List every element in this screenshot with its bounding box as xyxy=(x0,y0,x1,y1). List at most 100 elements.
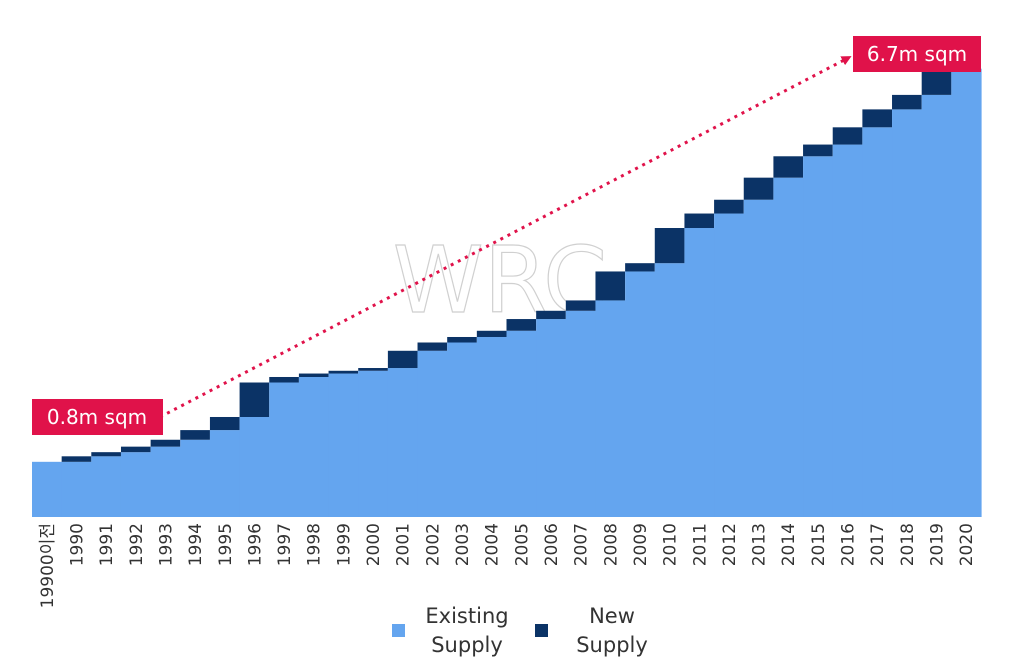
new-supply-bar xyxy=(328,370,359,374)
existing-supply-bar xyxy=(565,310,597,517)
x-tick-label: 2010 xyxy=(661,523,681,566)
x-tick-label: 2009 xyxy=(631,523,651,566)
x-tick-label: 2002 xyxy=(423,523,443,566)
legend-label-line2: Supply xyxy=(576,633,648,657)
new-supply-bar xyxy=(773,156,804,178)
x-tick-label: 2008 xyxy=(601,523,621,566)
existing-supply-bar xyxy=(61,461,92,517)
existing-supply-bar xyxy=(239,416,270,517)
existing-supply-bar xyxy=(625,271,656,517)
new-supply-bar xyxy=(714,199,744,214)
legend: Existing Supply New Supply xyxy=(392,604,648,657)
growth-arrow xyxy=(159,56,852,419)
new-supply-bar xyxy=(862,109,893,128)
existing-supply-bar xyxy=(91,456,122,517)
existing-supply-bar xyxy=(714,213,745,517)
existing-supply-bar xyxy=(447,342,478,517)
start-callout-label: 0.8m sqm xyxy=(47,405,147,429)
x-tick-label: 1990 xyxy=(67,523,87,566)
new-supply-bar xyxy=(91,452,121,457)
new-supply-bar xyxy=(417,342,448,351)
x-tick-label: 2011 xyxy=(690,523,710,566)
x-tick-label: 2012 xyxy=(720,523,740,566)
x-tick-label: 1991 xyxy=(97,523,117,566)
existing-supply-bar xyxy=(773,177,804,517)
new-supply-bar xyxy=(743,177,774,200)
x-tick-label: 2007 xyxy=(572,523,592,566)
x-tick-label: 2016 xyxy=(839,523,859,566)
new-supply-bar xyxy=(565,300,596,311)
end-callout-label: 6.7m sqm xyxy=(867,42,967,66)
new-supply-bar xyxy=(269,376,299,383)
new-supply-bar xyxy=(239,382,270,417)
new-supply-bar xyxy=(180,430,210,440)
new-supply-bar xyxy=(536,310,566,320)
start-callout-box xyxy=(32,399,163,435)
x-tick-label: 19900이전 xyxy=(38,523,58,608)
chart-plot-area xyxy=(32,54,982,518)
new-supply-bar xyxy=(684,213,715,229)
new-supply-bar xyxy=(832,127,863,145)
existing-supply-bar xyxy=(951,68,982,517)
existing-supply-bar xyxy=(417,350,448,517)
x-tick-label: 1993 xyxy=(156,523,176,566)
new-supply-bar xyxy=(892,94,922,110)
x-tick-label: 1999 xyxy=(334,523,354,566)
x-tick-label: 2006 xyxy=(542,523,562,566)
new-supply-bar xyxy=(595,271,626,301)
existing-supply-bar xyxy=(684,228,715,517)
existing-supply-bar xyxy=(803,156,834,517)
legend-label-line1: New xyxy=(589,604,635,628)
x-tick-label: 2003 xyxy=(453,523,473,566)
existing-supply-bar xyxy=(654,263,686,517)
existing-supply-bar xyxy=(180,439,211,517)
x-tick-label: 2013 xyxy=(750,523,770,566)
x-tick-label: 2015 xyxy=(809,523,829,566)
legend-swatch xyxy=(392,624,405,637)
existing-supply-bar xyxy=(476,336,508,517)
existing-supply-bar xyxy=(387,368,419,517)
existing-supply-bar xyxy=(358,370,389,517)
new-supply-bar xyxy=(358,368,388,371)
new-supply-bar xyxy=(387,350,418,369)
existing-supply-bar xyxy=(832,144,863,517)
new-supply-bar xyxy=(921,68,952,95)
new-supply-bar xyxy=(150,439,181,447)
x-tick-label: 1992 xyxy=(127,523,147,566)
x-tick-label: 2019 xyxy=(928,523,948,566)
x-tick-label: 2017 xyxy=(868,523,888,566)
x-tick-label: 2020 xyxy=(957,523,977,566)
x-tick-label: 1996 xyxy=(245,523,265,566)
existing-supply-bar xyxy=(120,452,152,517)
x-tick-label: 2014 xyxy=(779,523,799,566)
existing-supply-bar xyxy=(209,430,241,517)
existing-supply-bar xyxy=(506,330,537,517)
legend-label-line1: Existing xyxy=(425,604,508,628)
annotations: 0.8m sqm 6.7m sqm xyxy=(32,36,981,435)
new-supply-bar xyxy=(120,446,151,453)
new-supply-bar xyxy=(209,416,240,431)
x-tick-label: 1997 xyxy=(275,523,295,566)
legend-label-line2: Supply xyxy=(431,633,503,657)
existing-supply-bar xyxy=(743,199,775,518)
new-supply-bar xyxy=(447,336,477,343)
end-callout-box xyxy=(853,36,981,72)
legend-swatch xyxy=(535,624,548,637)
new-supply-bar xyxy=(803,144,833,157)
x-tick-label: 2004 xyxy=(483,523,503,566)
existing-supply-bar xyxy=(892,109,923,517)
new-supply-bar xyxy=(476,330,507,337)
existing-supply-bar xyxy=(595,300,626,517)
x-tick-label: 2000 xyxy=(364,523,384,566)
existing-supply-bar xyxy=(150,446,181,517)
new-supply-bar xyxy=(61,456,92,462)
existing-supply-bar xyxy=(32,461,63,517)
x-axis: 19900이전 1990 1991 1992 1993 1994 1995 1996 1997 1… xyxy=(38,523,977,608)
x-tick-label: 1998 xyxy=(305,523,325,566)
x-tick-label: 2018 xyxy=(898,523,918,566)
x-tick-label: 2005 xyxy=(512,523,532,566)
existing-supply-bar xyxy=(921,94,952,518)
existing-supply-bar xyxy=(298,376,330,517)
new-supply-bar xyxy=(625,263,655,272)
